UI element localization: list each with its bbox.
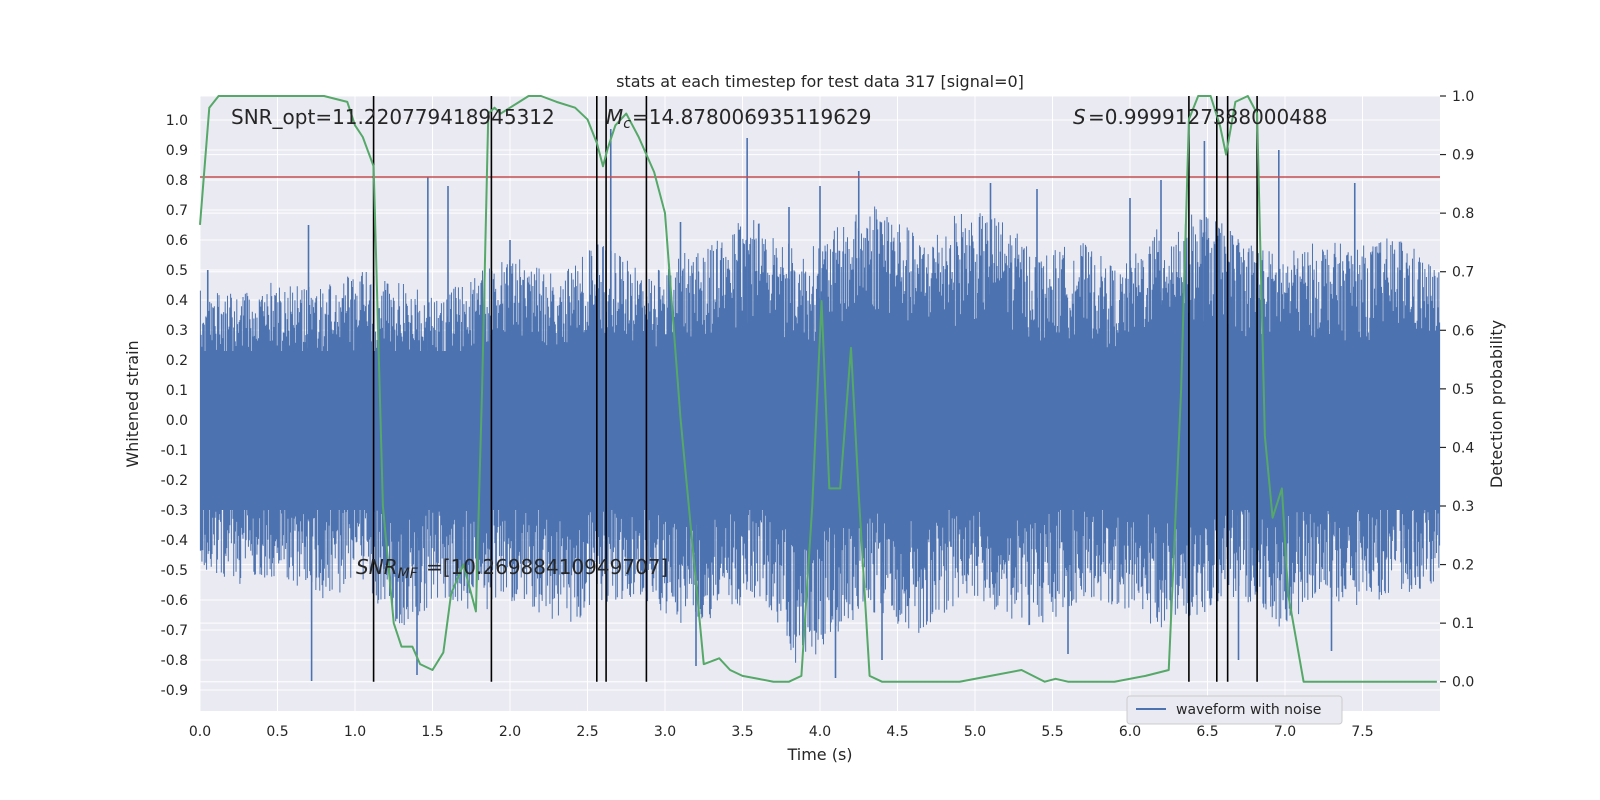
x-tick-label: 6.0	[1119, 724, 1141, 740]
x-tick-label: 5.0	[964, 724, 986, 740]
x-tick-label: 0.5	[266, 724, 288, 740]
y-left-tick-label: 1.0	[166, 113, 188, 129]
y-right-tick-label: 0.8	[1452, 206, 1474, 222]
x-tick-label: 4.0	[809, 724, 831, 740]
x-tick-label: 3.5	[731, 724, 753, 740]
y-left-tick-label: -0.5	[161, 563, 188, 579]
chart-title: stats at each timestep for test data 317…	[616, 72, 1024, 91]
annotation-snr-opt: SNR_opt=11.220779418945312	[231, 105, 555, 129]
y-left-tick-label: -0.1	[161, 443, 188, 459]
y-left-tick-label: 0.5	[166, 263, 188, 279]
x-tick-label: 0.0	[189, 724, 211, 740]
y-left-tick-label: -0.3	[161, 503, 188, 519]
y-left-tick-label: 0.7	[166, 203, 188, 219]
y-right-tick-label: 0.3	[1452, 499, 1474, 515]
detection-probability-line	[199, 95, 1437, 683]
y-right-tick-label: 0.1	[1452, 616, 1474, 632]
y-right-tick-label: 0.2	[1452, 558, 1474, 574]
annotation-mc: =14.878006935119629	[632, 105, 871, 129]
x-tick-label: 5.5	[1041, 724, 1063, 740]
annotation-s: =0.9999127388000488	[1088, 105, 1327, 129]
x-tick-label: 2.0	[499, 724, 521, 740]
y-left-tick-label: 0.2	[166, 353, 188, 369]
x-axis-ticks: 0.0 0.5 1.0 1.5 2.0 2.5 3.0 3.5 4.0 4.5 5.0 5.5 6.0 6…	[189, 724, 1374, 740]
y-left-tick-label: 0.0	[166, 413, 188, 429]
legend-box	[1126, 695, 1343, 725]
y-left-tick-label: -0.8	[161, 653, 188, 669]
annotation-snr-mf: =[10.26988410949707]	[426, 555, 668, 579]
y-left-axis-label: Whitened strain	[123, 340, 142, 467]
waveform-with-noise-series	[199, 129, 1441, 681]
y-left-tick-label: 0.3	[166, 323, 188, 339]
x-axis-label: Time (s)	[786, 745, 852, 764]
x-tick-label: 7.0	[1274, 724, 1296, 740]
y-left-tick-label: -0.9	[161, 683, 188, 699]
y-left-tick-label: -0.6	[161, 593, 188, 609]
y-left-tick-label: 0.8	[166, 173, 188, 189]
y-left-tick-label: 0.1	[166, 383, 188, 399]
y-right-tick-label: 1.0	[1452, 89, 1474, 105]
y-right-axis-label: Detection probability	[1487, 320, 1506, 488]
y-left-tick-label: 0.6	[166, 233, 188, 249]
legend: waveform with noise	[1126, 695, 1343, 725]
y-right-tick-label: 0.9	[1452, 148, 1474, 164]
detection-probability-series	[199, 95, 1437, 683]
legend-label: waveform with noise	[1176, 702, 1321, 718]
x-tick-label: 6.5	[1196, 724, 1218, 740]
y-left-axis-ticks: 1.0 0.9 0.8 0.7 0.6 0.5 0.4 0.3 0.2 0.1 0.0 -0.1 -0.…	[161, 113, 188, 699]
annotation-s-symbol: S	[1073, 105, 1086, 129]
y-left-tick-label: 0.4	[166, 293, 188, 309]
x-tick-label: 1.0	[344, 724, 366, 740]
y-left-tick-label: 0.9	[166, 143, 188, 159]
y-left-tick-label: -0.4	[161, 533, 188, 549]
y-right-tick-label: 0.7	[1452, 265, 1474, 281]
y-right-tick-label: 0.6	[1452, 323, 1474, 339]
x-tick-label: 4.5	[886, 724, 908, 740]
x-tick-label: 1.5	[421, 724, 443, 740]
y-right-tick-label: 0.0	[1452, 675, 1474, 691]
y-right-tick-label: 0.4	[1452, 440, 1474, 456]
x-tick-label: 2.5	[576, 724, 598, 740]
y-left-tick-label: -0.2	[161, 473, 188, 489]
y-left-tick-label: -0.7	[161, 623, 188, 639]
y-right-axis-ticks: 1.0 0.9 0.8 0.7 0.6 0.5 0.4 0.3 0.2 0.1 0.0	[1440, 89, 1474, 691]
x-tick-label: 3.0	[654, 724, 676, 740]
y-right-tick-label: 0.5	[1452, 382, 1474, 398]
detection-markers	[372, 96, 1258, 682]
x-tick-label: 7.5	[1351, 724, 1373, 740]
